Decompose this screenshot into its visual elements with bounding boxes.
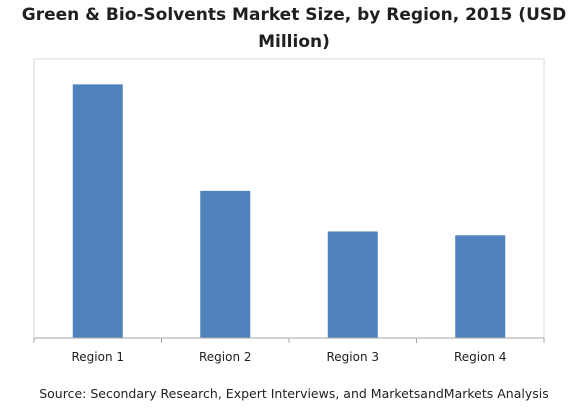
bar-region-4: [455, 235, 506, 338]
x-tick-label: Region 2: [199, 350, 252, 364]
chart-title: Green & Bio-Solvents Market Size, by Reg…: [0, 2, 588, 56]
chart-title-line-2: Million): [258, 32, 330, 52]
x-tick-label: Region 1: [71, 350, 124, 364]
bar-region-3: [327, 231, 378, 338]
source-note: Source: Secondary Research, Expert Inter…: [39, 386, 549, 401]
chart-title-line-1: Green & Bio-Solvents Market Size, by Reg…: [21, 5, 567, 25]
bar-region-2: [200, 190, 251, 338]
bar-region-1: [72, 84, 123, 338]
x-tick-label: Region 3: [326, 350, 379, 364]
x-tick-label: Region 4: [454, 350, 507, 364]
